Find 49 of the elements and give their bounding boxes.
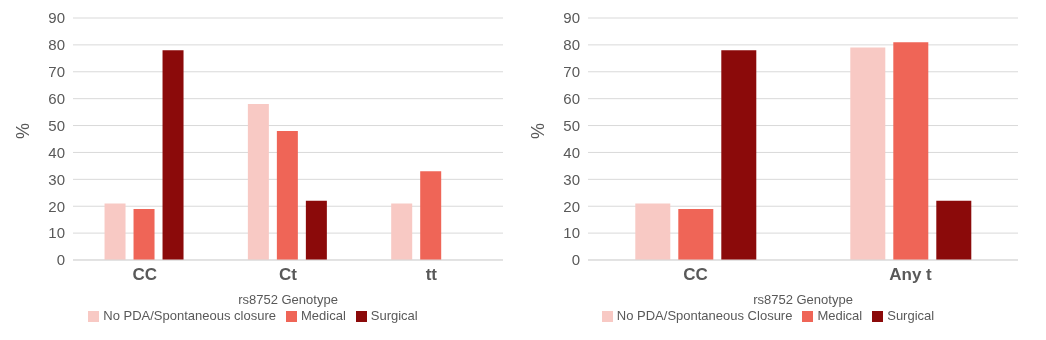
bar [133,208,155,260]
x-tick-label: Any t [889,265,933,285]
y-tick-label: 0 [571,251,580,269]
bar [247,104,269,260]
y-tick-label: 80 [48,36,65,54]
bar [420,171,442,260]
y-tick-label: 80 [563,36,580,54]
bar [276,130,298,260]
bar [162,50,184,260]
bar [678,208,714,260]
y-tick-label: 70 [563,63,580,81]
x-tick-label: tt [425,265,438,285]
y-tick-label: 10 [48,224,65,242]
y-tick-label: 20 [48,197,65,215]
x-tick-label: CC [132,265,157,285]
legend-label: Surgical [887,308,935,323]
legend-label: No PDA/Spontaneous Closure [616,308,793,323]
y-tick-label: 10 [563,224,580,242]
y-axis-title: % [528,122,549,139]
bar [305,200,327,260]
bar [391,203,413,260]
y-tick-label: 90 [48,9,65,27]
bar [104,203,126,260]
y-tick-label: 50 [563,116,580,134]
x-tick-label: Ct [279,265,298,285]
y-tick-label: 40 [48,143,65,161]
y-tick-label: 0 [56,251,65,269]
bar [936,200,972,260]
y-tick-label: 50 [48,116,65,134]
y-tick-label: 30 [48,170,65,188]
legend-label: No PDA/Spontaneous closure [103,308,276,323]
x-axis-title: rs8752 Genotype [238,292,338,307]
legend-label: Surgical [370,308,418,323]
y-axis-title: % [13,122,34,139]
y-tick-label: 90 [563,9,580,27]
bar [635,203,671,260]
x-axis-title: rs8752 Genotype [753,292,853,307]
bar [893,42,929,260]
y-tick-label: 30 [563,170,580,188]
y-tick-label: 20 [563,197,580,215]
legend-label: Medical [817,308,863,323]
bar [850,47,886,260]
y-tick-label: 60 [563,89,580,107]
x-tick-label: CC [683,265,708,285]
legend-label: Medical [300,308,346,323]
y-tick-label: 70 [48,63,65,81]
bar [721,50,757,260]
y-tick-label: 40 [563,143,580,161]
y-tick-label: 60 [48,89,65,107]
